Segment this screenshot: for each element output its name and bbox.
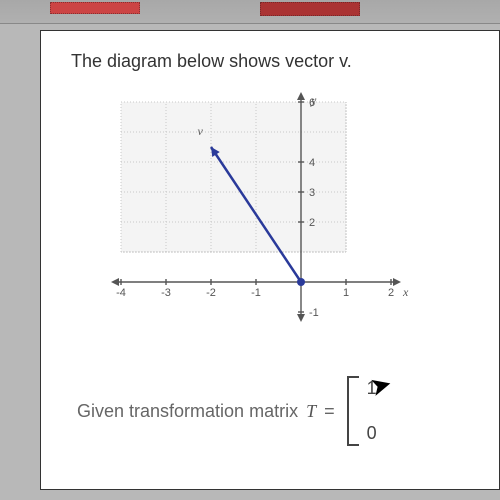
svg-text:-4: -4 — [116, 287, 126, 299]
matrix-symbol: T — [306, 401, 316, 422]
prompt-text: The diagram below shows vector v. — [71, 51, 479, 72]
chart-svg: -4-3-2-112-12346xyv — [111, 92, 411, 332]
matrix-bracket-open — [347, 376, 359, 446]
toolbar-red-tab-1 — [50, 2, 140, 14]
given-line: Given transformation matrix T = 1 0 — [77, 372, 479, 450]
svg-text:1: 1 — [343, 287, 349, 299]
equals-sign: = — [324, 401, 335, 422]
svg-text:4: 4 — [309, 157, 315, 169]
svg-text:-3: -3 — [161, 287, 171, 299]
svg-text:-1: -1 — [251, 287, 261, 299]
svg-text:-2: -2 — [206, 287, 216, 299]
svg-text:y: y — [310, 93, 317, 107]
content-card: The diagram below shows vector v. -4 -3 -2… — [40, 30, 500, 490]
svg-text:2: 2 — [388, 287, 394, 299]
svg-text:3: 3 — [309, 187, 315, 199]
vector-chart: -4-3-2-112-12346xyv — [111, 92, 411, 332]
toolbar-red-tab-2 — [260, 2, 360, 16]
toolbar-fringe — [0, 0, 500, 24]
svg-text:v: v — [198, 124, 204, 138]
matrix-entry-1: 0 — [367, 423, 377, 444]
svg-text:2: 2 — [309, 217, 315, 229]
svg-text:x: x — [402, 285, 409, 299]
svg-text:-1: -1 — [309, 307, 319, 319]
given-prefix: Given transformation matrix — [77, 401, 298, 422]
